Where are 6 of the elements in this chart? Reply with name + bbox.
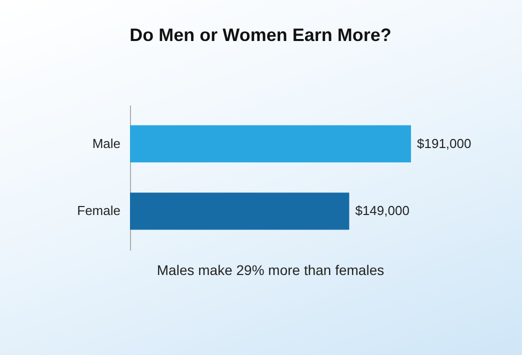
data-label: $191,000: [417, 136, 472, 151]
data-label: $149,000: [355, 203, 410, 218]
y-tick-label: Female: [77, 203, 120, 218]
y-tick-label: Male: [92, 136, 120, 151]
chart-title: Do Men or Women Earn More?: [130, 25, 392, 45]
text: Males make 29% more than females: [156, 262, 386, 278]
